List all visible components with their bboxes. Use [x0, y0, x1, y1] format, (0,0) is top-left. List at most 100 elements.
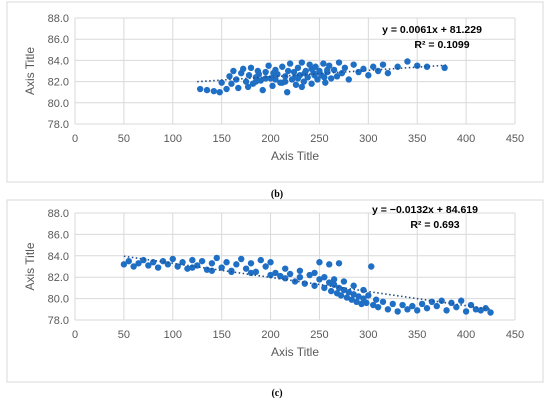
data-point — [322, 79, 329, 86]
x-tick-label: 100 — [164, 133, 182, 145]
data-point — [298, 83, 306, 91]
data-point — [203, 86, 211, 94]
data-point — [184, 265, 191, 272]
data-point — [213, 254, 220, 262]
y-tick-label: 82.0 — [48, 77, 69, 89]
data-point — [218, 79, 225, 86]
data-point — [265, 62, 272, 69]
data-point — [247, 64, 255, 72]
data-point — [343, 294, 351, 301]
data-point — [384, 69, 392, 77]
data-point — [218, 264, 225, 271]
data-point — [453, 303, 460, 311]
data-point — [330, 276, 338, 283]
data-point — [272, 76, 279, 83]
data-point — [223, 85, 230, 93]
data-point — [423, 305, 431, 312]
data-point — [338, 69, 346, 77]
data-point — [298, 59, 306, 66]
data-point — [316, 276, 323, 283]
data-point — [125, 257, 132, 265]
data-point — [326, 279, 333, 286]
data-point — [379, 61, 387, 68]
data-point — [259, 86, 266, 94]
data-point — [247, 260, 255, 267]
data-point — [487, 309, 494, 316]
x-tick-label: 450 — [506, 133, 524, 145]
data-point — [308, 65, 315, 73]
x-tick-label: 200 — [261, 329, 279, 341]
data-point — [428, 298, 436, 306]
data-point — [196, 85, 204, 93]
data-point — [358, 300, 365, 308]
data-point — [290, 68, 298, 76]
data-point — [316, 259, 323, 266]
data-point — [372, 296, 380, 303]
data-point — [335, 260, 343, 267]
x-tick-label: 250 — [310, 133, 328, 145]
data-point — [233, 261, 240, 268]
data-point — [326, 261, 333, 268]
data-point — [238, 255, 245, 263]
y-tick-label: 84.0 — [48, 55, 69, 67]
r-squared-label: R² = 0.693 — [410, 219, 459, 231]
data-point — [320, 60, 327, 67]
data-point — [179, 259, 186, 266]
y-tick-label: 78.0 — [48, 119, 69, 131]
data-point — [327, 75, 335, 82]
data-point — [321, 74, 328, 81]
chart-frame — [6, 199, 544, 383]
data-point — [292, 81, 300, 88]
data-point — [230, 67, 237, 75]
data-point — [404, 58, 411, 65]
data-point — [374, 67, 382, 75]
data-point — [368, 263, 375, 270]
data-point — [330, 281, 338, 288]
data-point — [267, 259, 274, 266]
data-point — [423, 63, 431, 70]
y-tick-label: 80.0 — [48, 98, 69, 110]
data-point — [277, 272, 284, 280]
data-point — [252, 268, 260, 276]
data-point — [394, 63, 401, 70]
panel-caption: (b) — [271, 189, 283, 200]
x-axis-title: Axis Title — [271, 149, 319, 163]
data-point — [203, 266, 211, 273]
x-tick-label: 50 — [118, 133, 130, 145]
data-point — [324, 66, 331, 74]
data-point — [130, 263, 137, 270]
x-tick-label: 400 — [457, 329, 475, 341]
data-point — [228, 80, 235, 87]
y-tick-label: 88.0 — [48, 13, 69, 25]
data-point — [379, 298, 387, 306]
y-axis-title: Axis Title — [23, 47, 37, 95]
y-tick-label: 88.0 — [48, 208, 69, 220]
data-point — [216, 89, 223, 96]
x-tick-label: 300 — [359, 133, 377, 145]
data-point — [169, 255, 176, 263]
chart-panel-b: 0 50 100 150 200 250 300 350 400 450 78.0 80.0 82.0 8… — [6, 1, 544, 200]
data-point — [252, 78, 260, 85]
data-point — [441, 64, 448, 72]
y-axis-title: Axis Title — [23, 242, 37, 290]
data-point — [296, 274, 304, 281]
data-point — [300, 78, 307, 85]
data-point — [409, 302, 416, 310]
data-point — [301, 69, 308, 77]
data-point — [272, 269, 279, 277]
y-tick-label: 78.0 — [48, 315, 69, 327]
data-point — [462, 308, 470, 315]
data-point — [477, 307, 484, 314]
data-point — [189, 256, 196, 264]
data-point — [399, 301, 406, 309]
y-tick-label: 84.0 — [48, 251, 69, 263]
data-point — [245, 72, 253, 79]
data-point — [244, 83, 252, 91]
data-point — [414, 62, 421, 69]
data-point — [223, 259, 230, 266]
panel-caption: (c) — [271, 388, 282, 399]
data-point — [404, 306, 411, 313]
x-tick-label: 150 — [212, 329, 230, 341]
data-point — [198, 257, 206, 265]
